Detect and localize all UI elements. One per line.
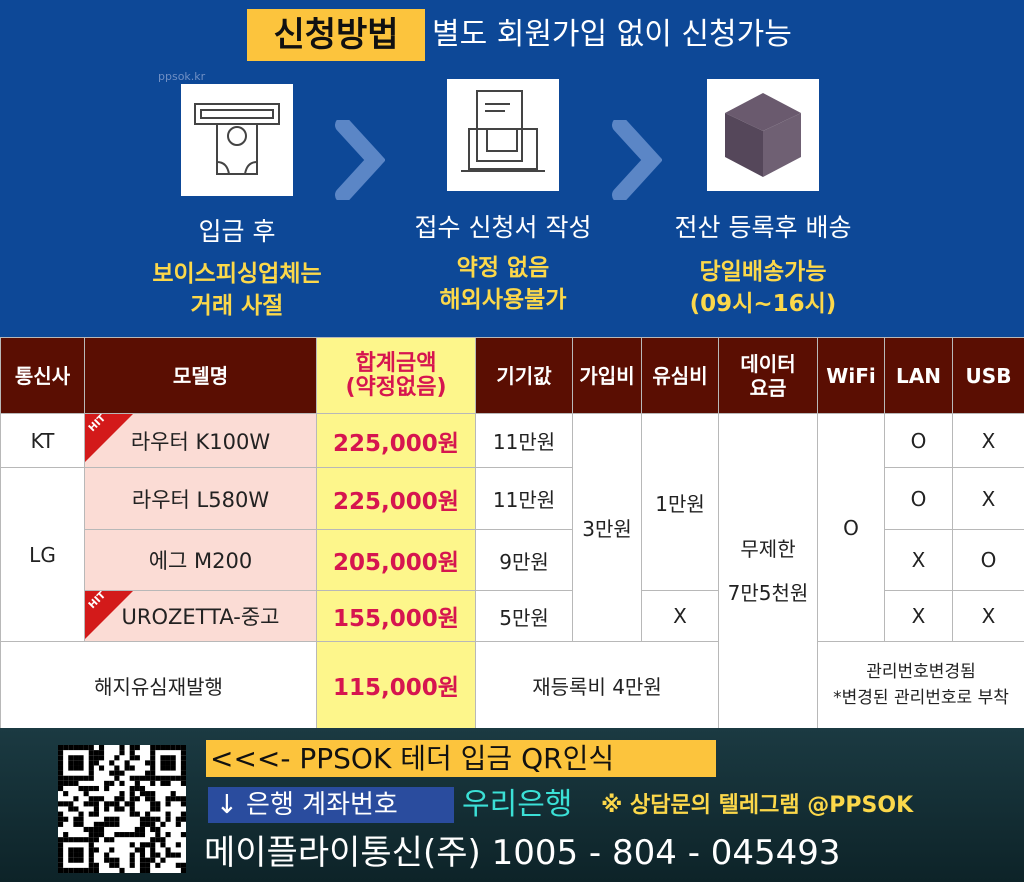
reissue-price: 115,000원: [316, 641, 476, 729]
usb-cell: X: [952, 413, 1024, 468]
atm-cash-icon: [181, 84, 293, 196]
step-3-title: 전산 등록후 배송: [674, 213, 852, 242]
header-join: 가입비: [572, 337, 642, 414]
price-cell: 225,000원: [316, 413, 476, 468]
price-cell: 205,000원: [316, 529, 476, 591]
hit-badge: HIT: [85, 414, 133, 462]
qr-label: <<<- PPSOK 테더 입금 QR인식: [206, 740, 716, 777]
model-cell: HIT 라우터 K100W: [84, 413, 317, 468]
model-cell: 에그 M200: [84, 529, 317, 591]
header-wifi: WiFi: [817, 337, 885, 414]
usb-cell: X: [952, 467, 1024, 530]
device-cell: 11만원: [475, 467, 573, 530]
header-model: 모델명: [84, 337, 317, 414]
step-2-note: 약정 없음 해외사용불가: [439, 255, 567, 313]
lan-cell: X: [884, 529, 953, 591]
qr-code-icon[interactable]: [58, 745, 186, 873]
box-icon: [707, 79, 819, 191]
application-method-section: 신청방법 별도 회원가입 없이 신청가능 ppsok.kr 입금 후 보이스피싱…: [0, 0, 1024, 337]
watermark: ppsok.kr: [158, 70, 206, 83]
price-table: 통신사 모델명 합계금액 (약정없음) 기기값 가입비 유심비 데이터 요금 WiF…: [0, 337, 1024, 729]
step-2-title: 접수 신청서 작성: [414, 213, 592, 242]
step-1-title: 입금 후: [198, 217, 276, 246]
device-cell: 9만원: [475, 529, 573, 591]
sim-fee-cell: X: [641, 590, 719, 642]
chevron-right-icon: [335, 120, 385, 200]
model-cell: HIT UROZETTA-중고: [84, 590, 317, 642]
join-fee-cell: 3만원: [572, 413, 642, 642]
header-usb: USB: [952, 337, 1024, 414]
carrier-cell: LG: [0, 467, 85, 642]
title-subtitle: 별도 회원가입 없이 신청가능: [432, 17, 792, 52]
step-3-note: 당일배송가능 (09시~16시): [689, 259, 837, 317]
header-sim: 유심비: [641, 337, 719, 414]
step-1-note: 보이스피싱업체는 거래 사절: [152, 261, 322, 319]
device-cell: 5만원: [475, 590, 573, 642]
hit-badge: HIT: [85, 591, 133, 639]
usb-cell: O: [952, 529, 1024, 591]
carrier-cell: KT: [0, 413, 85, 468]
reissue-label: 해지유심재발행: [0, 641, 317, 729]
table-header-row: 통신사 모델명 합계금액 (약정없음) 기기값 가입비 유심비 데이터 요금 WiF…: [0, 337, 1024, 414]
lan-cell: O: [884, 467, 953, 530]
sim-fee-cell: 1만원: [641, 413, 719, 591]
bank-account-label: ↓ 은행 계좌번호: [208, 787, 454, 823]
lan-cell: O: [884, 413, 953, 468]
reissue-fee: 재등록비 4만원: [475, 641, 719, 729]
chevron-right-icon: [612, 120, 662, 200]
header-device: 기기값: [475, 337, 573, 414]
bank-name: 우리은행: [462, 787, 573, 822]
telegram-contact: ※ 상담문의 텔레그램 @PPSOK: [601, 793, 914, 818]
wifi-cell: O: [817, 413, 885, 642]
header-carrier: 통신사: [0, 337, 85, 414]
reissue-note: 관리번호변경됨 *변경된 관리번호로 부착: [817, 641, 1024, 729]
header-total: 합계금액 (약정없음): [316, 337, 476, 414]
table-row-reissue: 해지유심재발행 115,000원 재등록비 4만원 관리번호변경됨 *변경된 관리…: [0, 641, 1024, 729]
table-row: 에그 M200 205,000원 9만원 X O: [1, 529, 1024, 591]
title-badge: 신청방법: [247, 9, 425, 61]
table-row: KT HIT 라우터 K100W 225,000원 11만원 3만원 1만원 무제…: [0, 413, 1024, 729]
header-lan: LAN: [884, 337, 953, 414]
model-cell: 라우터 L580W: [84, 467, 317, 530]
laptop-form-icon: [447, 79, 559, 191]
payment-footer: <<<- PPSOK 테더 입금 QR인식 ↓ 은행 계좌번호 우리은행 ※ 상…: [0, 728, 1024, 882]
usb-cell: X: [952, 590, 1024, 642]
header-data: 데이터 요금: [718, 337, 818, 414]
price-cell: 155,000원: [316, 590, 476, 642]
lan-cell: X: [884, 590, 953, 642]
data-fee-cell: 무제한 7만5천원: [718, 413, 818, 729]
device-cell: 11만원: [475, 413, 573, 468]
account-number: 메이플라이통신(주) 1005 - 804 - 045493: [204, 833, 841, 873]
price-cell: 225,000원: [316, 467, 476, 530]
